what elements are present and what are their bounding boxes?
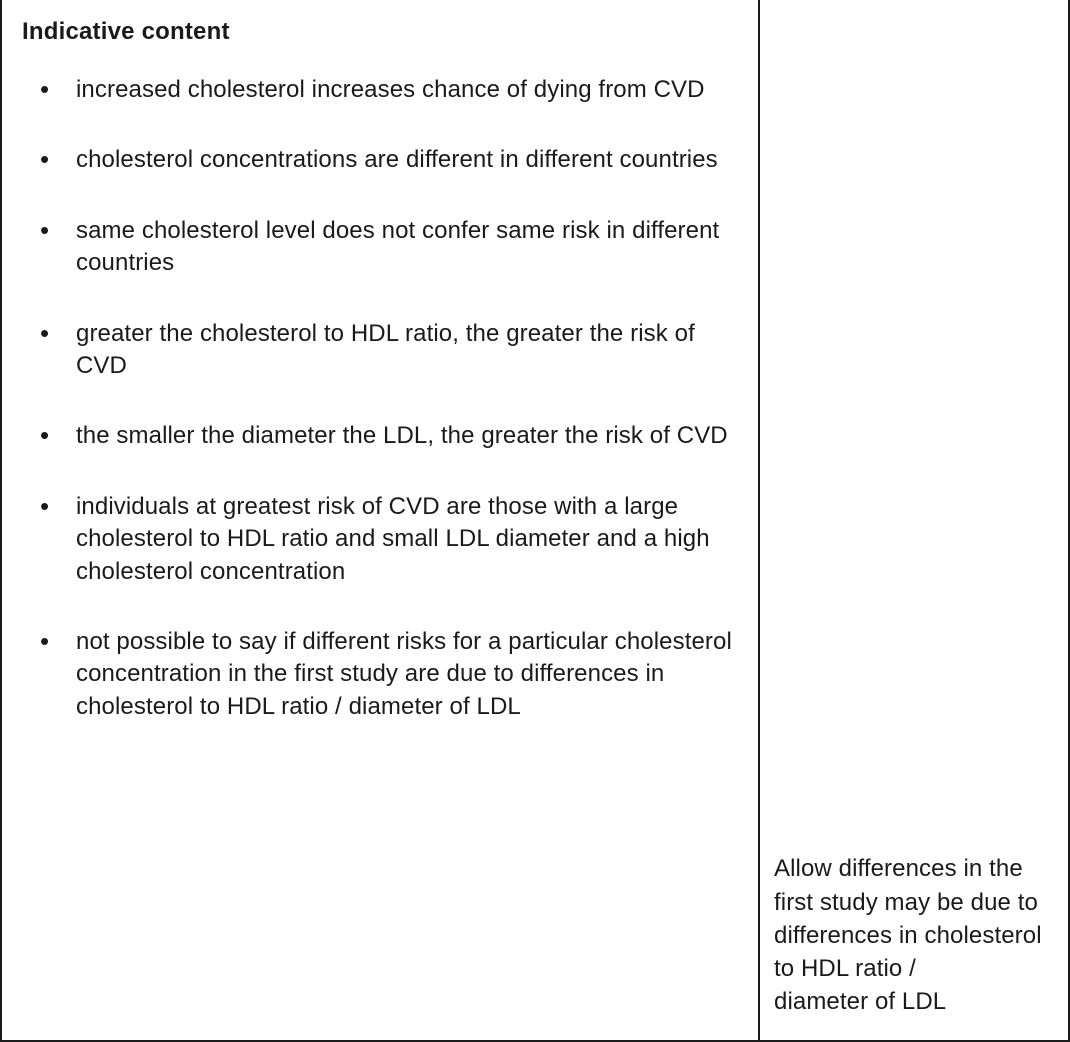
list-item: same cholesterol level does not confer s… (40, 215, 738, 280)
allow-note: Allow differences in the first study may… (774, 852, 1054, 1020)
indicative-content-heading: Indicative content (22, 18, 738, 46)
right-column-additional-guidance: Allow differences in the first study may… (760, 0, 1070, 1040)
list-item: individuals at greatest risk of CVD are … (40, 491, 738, 588)
list-item: not possible to say if different risks f… (40, 626, 738, 723)
spacer (774, 18, 1054, 852)
list-item: the smaller the diameter the LDL, the gr… (40, 420, 738, 452)
list-item: cholesterol concentrations are different… (40, 144, 738, 176)
list-item: increased cholesterol increases chance o… (40, 74, 738, 106)
list-item: greater the cholesterol to HDL ratio, th… (40, 318, 738, 383)
left-column-indicative-content: Indicative content increased cholesterol… (0, 0, 760, 1040)
indicative-content-list: increased cholesterol increases chance o… (22, 74, 738, 723)
two-column-table: Indicative content increased cholesterol… (0, 0, 1070, 1042)
